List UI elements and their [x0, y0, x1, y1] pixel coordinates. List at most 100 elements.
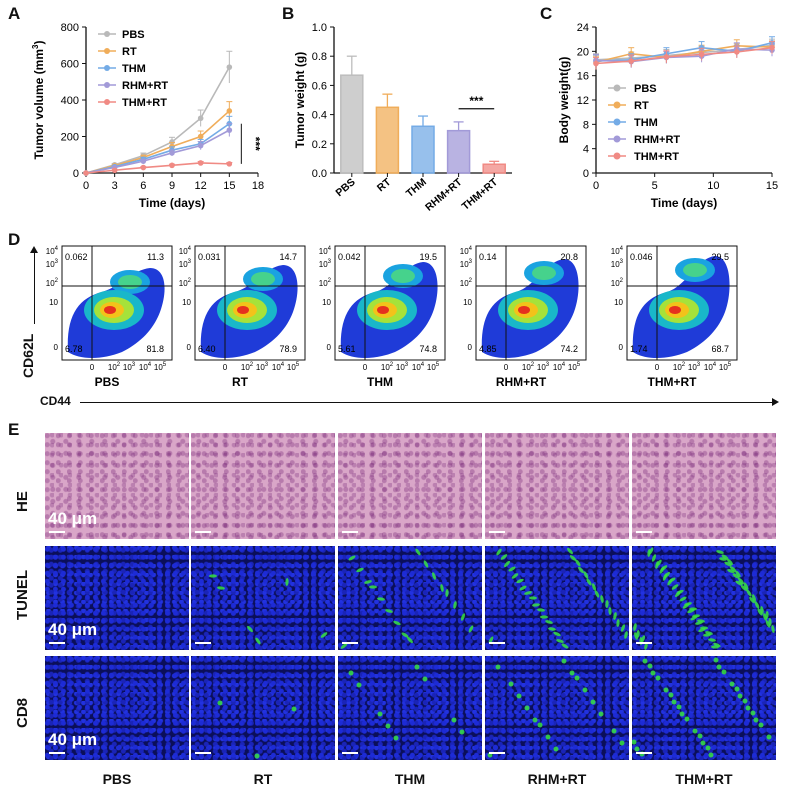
green-cell: [679, 711, 685, 717]
legend-marker-RHM+RT: [104, 82, 110, 88]
y-tick-label: 600: [61, 59, 79, 71]
density-main-hot: [518, 306, 530, 314]
x-tick-label: 105: [427, 362, 440, 372]
histology-row-label-he: HE: [14, 491, 31, 512]
data-point-RHM+RT: [197, 142, 204, 149]
data-point-THM+RT: [226, 161, 233, 167]
green-cell: [508, 681, 514, 687]
green-cell: [495, 664, 501, 670]
y-tick-label: 0.8: [312, 51, 327, 63]
histology-column-label-thm: THM: [394, 771, 426, 787]
green-cell: [659, 566, 665, 574]
green-cell: [500, 554, 508, 560]
tumor-volume-chart: 0 3 6 9 12 15 18 0 200 400 600 800 Time (days) Tumor …: [31, 22, 264, 210]
green-signal-layer: [632, 657, 772, 758]
green-cell: [453, 601, 457, 609]
green-cell: [771, 625, 775, 633]
green-cell: [320, 632, 328, 638]
green-cell: [708, 752, 714, 758]
x-tick-label: 102: [108, 362, 121, 372]
green-cell: [663, 687, 669, 693]
quadrant-ur-value: 11.3: [147, 252, 164, 262]
x-tick-label: 9: [169, 180, 175, 192]
green-cell: [377, 711, 383, 717]
y-tick-label: 0: [583, 168, 589, 180]
histology-row-label-cd8: CD8: [14, 697, 31, 728]
green-cell: [356, 682, 362, 688]
x-tick-label: 15: [223, 180, 235, 192]
green-cell: [217, 700, 223, 706]
green-cell: [451, 717, 457, 723]
green-cell: [616, 619, 620, 627]
panel-letter-e: E: [8, 420, 20, 439]
series-line-RT: [595, 45, 773, 64]
histology-image-tunel-rt: [191, 546, 335, 650]
x-tick-label: 3: [112, 180, 118, 192]
green-cell: [575, 559, 581, 567]
data-point-THM+RT: [197, 160, 204, 166]
scale-bar: [636, 531, 652, 533]
green-cell: [217, 586, 225, 590]
quadrant-lr-value: 68.7: [711, 344, 729, 354]
x-tick-label: 102: [673, 362, 686, 372]
histology-image-tunel-rhm-rt: [485, 546, 629, 650]
green-cell: [611, 728, 617, 734]
green-cell: [743, 582, 749, 590]
green-cell: [598, 711, 604, 717]
green-cell: [488, 636, 494, 644]
histology-column-label-pbs: PBS: [102, 771, 132, 787]
quadrant-ul-value: 0.046: [630, 252, 653, 262]
y-tick-label: 0.6: [312, 80, 327, 92]
green-cell: [414, 664, 420, 670]
legend-label: THM: [634, 117, 658, 129]
green-cell: [697, 733, 703, 739]
green-cell: [582, 687, 588, 693]
green-cell: [633, 623, 637, 631]
bar-THM+RT: [482, 163, 506, 174]
histology-image-tunel-thm-rt: [632, 546, 776, 650]
x-tick-label: 0: [363, 363, 368, 372]
x-tick-label: 102: [241, 362, 254, 372]
data-point-THM+RT: [663, 54, 670, 60]
green-cell: [496, 548, 502, 556]
green-cell: [247, 625, 253, 633]
x-tick-label: RT: [375, 176, 394, 195]
green-cell: [401, 632, 409, 638]
green-cell: [537, 722, 543, 728]
histology-column-label-thm-rt: THM+RT: [675, 771, 733, 787]
x-axis-title: Time (days): [139, 196, 205, 210]
x-tick-label: 0: [83, 180, 89, 192]
green-cell: [740, 585, 748, 591]
legend-marker-THM+RT: [104, 99, 110, 105]
green-cell: [735, 570, 741, 578]
green-cell: [763, 613, 767, 621]
green-cell: [619, 740, 625, 746]
green-signal-layer: [487, 658, 625, 758]
quadrant-ur-value: 14.7: [279, 252, 297, 262]
x-tick-label: 105: [568, 362, 581, 372]
y-tick-label: 200: [61, 132, 79, 144]
green-cell: [700, 740, 706, 746]
scale-bar: [342, 531, 358, 533]
green-cell: [553, 746, 559, 752]
data-point-RT: [226, 108, 233, 114]
green-cell: [364, 580, 372, 584]
scale-label: 40 μm: [48, 730, 98, 749]
green-cell: [255, 637, 261, 645]
green-cell: [753, 717, 759, 723]
green-signal-layer: [209, 574, 328, 645]
flow-group-label: PBS: [95, 375, 120, 389]
quadrant-lr-value: 81.8: [146, 344, 164, 354]
legend-label: RT: [634, 100, 649, 112]
x-tick-label: 0: [90, 363, 95, 372]
green-cell: [727, 569, 735, 573]
green-cell: [532, 717, 538, 723]
significance-label: ***: [469, 94, 483, 108]
scale-bar: [342, 642, 358, 644]
y-tick-label: 24: [577, 22, 589, 34]
x-tick-label: 103: [123, 362, 136, 372]
y-tick-label: 103: [611, 259, 624, 269]
green-cell: [503, 560, 511, 568]
legend-label: THM+RT: [634, 151, 679, 163]
